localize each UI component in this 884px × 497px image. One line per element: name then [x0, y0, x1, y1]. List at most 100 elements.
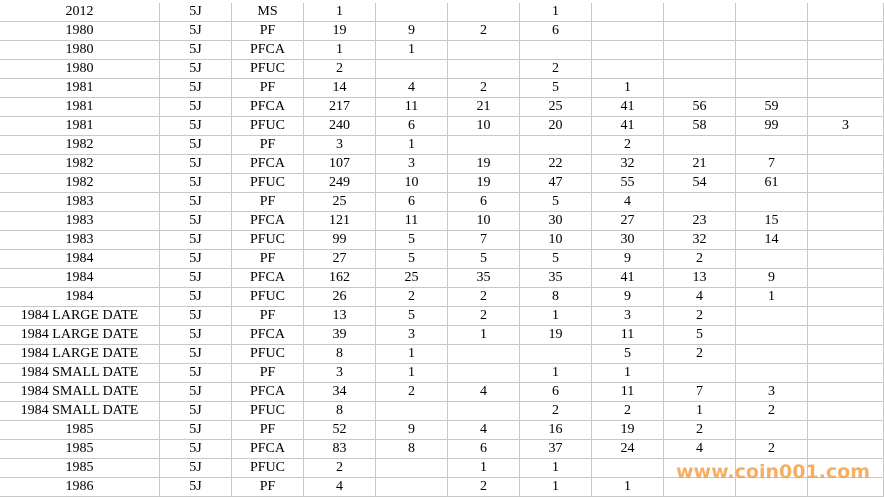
cell	[736, 41, 808, 60]
cell: 2	[448, 307, 520, 326]
cell	[592, 3, 664, 22]
cell: 5	[448, 250, 520, 269]
cell: 5	[376, 250, 448, 269]
cell	[808, 3, 884, 22]
cell: MS	[232, 3, 304, 22]
cell: 1985	[0, 421, 160, 440]
cell: 2	[520, 60, 592, 79]
cell: 1983	[0, 193, 160, 212]
cell: PFUC	[232, 459, 304, 478]
cell: 1	[520, 3, 592, 22]
cell: 4	[304, 478, 376, 497]
cell: 5J	[160, 117, 232, 136]
cell	[664, 60, 736, 79]
cell: 2	[448, 79, 520, 98]
cell: PFCA	[232, 383, 304, 402]
cell: 5	[664, 326, 736, 345]
cell	[376, 402, 448, 421]
cell	[808, 22, 884, 41]
cell	[520, 41, 592, 60]
cell: 13	[304, 307, 376, 326]
cell: 4	[448, 421, 520, 440]
cell	[664, 3, 736, 22]
cell: 19	[448, 174, 520, 193]
cell: 30	[592, 231, 664, 250]
cell: 52	[304, 421, 376, 440]
cell: 5J	[160, 3, 232, 22]
cell: 15	[736, 212, 808, 231]
cell: 19	[520, 326, 592, 345]
cell	[808, 174, 884, 193]
cell: PFUC	[232, 231, 304, 250]
cell: 7	[664, 383, 736, 402]
cell: 55	[592, 174, 664, 193]
cell: 10	[448, 212, 520, 231]
cell	[808, 288, 884, 307]
cell: 2012	[0, 3, 160, 22]
cell: 3	[304, 364, 376, 383]
cell: 1	[376, 136, 448, 155]
cell	[808, 402, 884, 421]
cell: 121	[304, 212, 376, 231]
cell: 2	[592, 402, 664, 421]
cell: 1984 LARGE DATE	[0, 345, 160, 364]
cell	[592, 60, 664, 79]
cell	[664, 41, 736, 60]
cell: 1	[304, 41, 376, 60]
cell: 1984	[0, 250, 160, 269]
cell: 5J	[160, 288, 232, 307]
cell: 6	[520, 383, 592, 402]
cell	[808, 98, 884, 117]
cell: 5J	[160, 269, 232, 288]
cell: PFCA	[232, 98, 304, 117]
cell: 1	[376, 345, 448, 364]
cell: 8	[304, 345, 376, 364]
cell: 5J	[160, 155, 232, 174]
cell: 11	[376, 212, 448, 231]
cell	[448, 402, 520, 421]
cell: 2	[376, 383, 448, 402]
cell	[808, 41, 884, 60]
cell	[808, 231, 884, 250]
cell: 249	[304, 174, 376, 193]
cell: 1983	[0, 231, 160, 250]
cell	[736, 345, 808, 364]
cell	[808, 440, 884, 459]
cell: 8	[520, 288, 592, 307]
cell: 20	[520, 117, 592, 136]
cell: 1984 SMALL DATE	[0, 383, 160, 402]
cell: 4	[448, 383, 520, 402]
cell: 25	[520, 98, 592, 117]
cell	[592, 22, 664, 41]
cell: PFUC	[232, 60, 304, 79]
cell: 25	[304, 193, 376, 212]
cell	[808, 269, 884, 288]
cell: 5J	[160, 98, 232, 117]
cell	[736, 326, 808, 345]
cell: 4	[664, 440, 736, 459]
cell: 2	[736, 402, 808, 421]
cell: 35	[520, 269, 592, 288]
cell: 21	[448, 98, 520, 117]
cell: 25	[376, 269, 448, 288]
cell: 35	[448, 269, 520, 288]
cell	[808, 136, 884, 155]
cell: 1	[376, 364, 448, 383]
cell: 1981	[0, 98, 160, 117]
cell: 217	[304, 98, 376, 117]
cell: 4	[592, 193, 664, 212]
cell: 13	[664, 269, 736, 288]
cell: 2	[304, 60, 376, 79]
cell: 5J	[160, 174, 232, 193]
cell: 2	[448, 478, 520, 497]
cell: 9	[592, 288, 664, 307]
cell: 2	[664, 345, 736, 364]
cell: 3	[736, 383, 808, 402]
cell: 1986	[0, 478, 160, 497]
cell: 1	[592, 478, 664, 497]
cell: 1	[520, 307, 592, 326]
cell: 5J	[160, 402, 232, 421]
cell: 5J	[160, 459, 232, 478]
cell	[592, 459, 664, 478]
cell	[448, 3, 520, 22]
